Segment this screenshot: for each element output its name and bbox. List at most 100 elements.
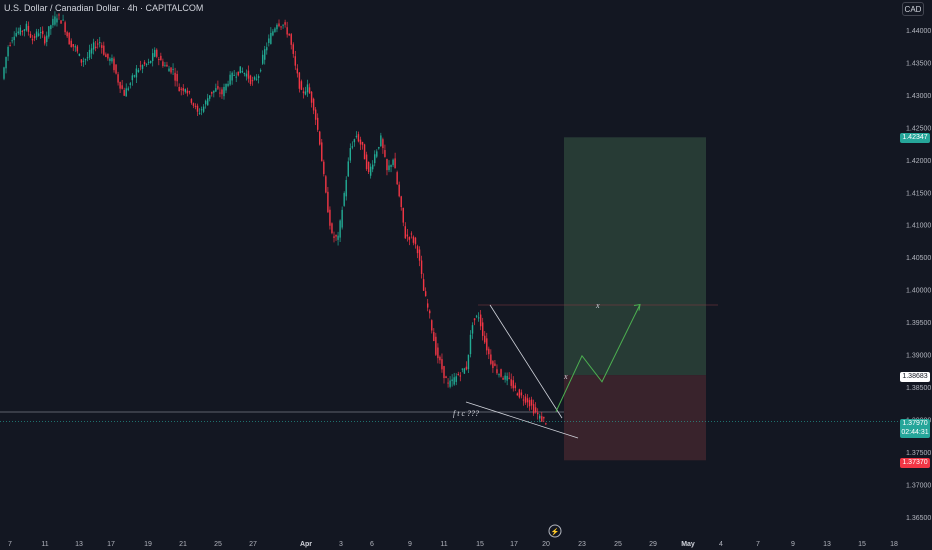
candle-body [416, 246, 419, 254]
time-axis[interactable]: 7 11 13 17 19 21 25 27 Apr 3 6 9 11 15 17 20 23 25 29 May 4 7… [8, 541, 898, 548]
candle-body [465, 366, 468, 370]
candle-body [374, 154, 376, 164]
y-tick-label: 1.43500 [906, 60, 931, 67]
candle-body [166, 64, 168, 67]
candle-body [143, 62, 146, 65]
candle-body [455, 376, 457, 382]
candle-body [15, 33, 17, 37]
candle-body [121, 85, 123, 89]
candle-body [294, 56, 297, 66]
y-tick-label: 1.40500 [906, 255, 931, 262]
candle-body [361, 141, 364, 145]
candle-body [524, 396, 527, 403]
forecast-path [555, 304, 641, 412]
candle-body [239, 66, 242, 74]
candle-body [5, 56, 7, 69]
candle-body [105, 54, 107, 58]
candle-body [488, 348, 490, 355]
candle-body [308, 87, 311, 94]
candle-body [321, 142, 323, 162]
wedge-upper-line [489, 304, 563, 419]
candle-body [92, 42, 95, 50]
candle-body [541, 416, 543, 422]
candle-body [396, 172, 398, 185]
candle-body [223, 86, 225, 97]
candle-body [494, 363, 496, 366]
candle-body [367, 161, 370, 173]
candle-body [376, 151, 378, 157]
y-tick-label: 1.39000 [906, 353, 931, 360]
candle-body [431, 320, 433, 331]
candle-body [380, 135, 382, 147]
candle-body [382, 139, 384, 149]
candle-body [141, 65, 144, 69]
x-tick-label: 25 [614, 541, 622, 548]
candle-body [408, 236, 411, 240]
candle-body [264, 49, 266, 60]
candle-body [369, 166, 372, 176]
candle-body [109, 58, 111, 62]
candle-body [471, 325, 474, 334]
candle-body [184, 89, 187, 92]
candle-body [534, 407, 537, 413]
stop-price-tag: 1.37370 [900, 458, 930, 468]
candle-body [119, 81, 121, 89]
candle-body [447, 382, 449, 384]
candle-body [172, 68, 174, 70]
candle-body [94, 46, 97, 49]
y-tick-label: 1.40000 [906, 288, 931, 295]
x-tick-label: 29 [649, 541, 657, 548]
candle-body [245, 73, 248, 77]
currency-button[interactable]: CAD [902, 2, 924, 16]
candle-body [304, 91, 307, 95]
candle-body [384, 150, 386, 157]
y-tick-label: 1.36500 [906, 515, 931, 522]
candle-body [504, 375, 506, 380]
candle-body [180, 88, 182, 90]
candle-body [233, 74, 235, 76]
candle-body [21, 30, 24, 32]
candle-body [27, 25, 30, 32]
y-tick-label: 1.41500 [906, 190, 931, 197]
candle-body [227, 83, 229, 86]
candle-body [127, 88, 129, 90]
pattern-label: f t c ??? [453, 409, 479, 418]
candle-body [520, 392, 523, 396]
candle-body [31, 38, 34, 41]
candle-body [512, 380, 514, 389]
candle-body [463, 368, 466, 374]
candle-body [469, 334, 472, 355]
candle-body [314, 109, 317, 120]
candle-body [115, 64, 117, 74]
candle-body [451, 379, 453, 382]
candle-body [198, 112, 201, 114]
candle-body [131, 75, 134, 81]
price-axis[interactable]: 1.44000 1.43500 1.43000 1.42500 1.42000 1.415… [906, 28, 931, 522]
candle-body [170, 67, 172, 73]
scroll-to-realtime-button[interactable]: ⚡ [548, 524, 562, 538]
candle-body [418, 249, 421, 261]
candle-body [331, 223, 333, 234]
candle-body [486, 338, 488, 351]
candle-body [508, 377, 510, 379]
x-tick-label: 18 [890, 541, 898, 548]
candle-body [231, 72, 233, 81]
candle-body [72, 44, 74, 47]
candle-body [111, 57, 113, 62]
candle-body [410, 233, 413, 235]
candle-body [433, 332, 435, 342]
candle-body [426, 303, 429, 308]
candle-body [211, 91, 213, 94]
candle-body [528, 400, 531, 407]
candle-body [158, 59, 160, 61]
candle-body [473, 318, 476, 321]
candle-body [54, 16, 56, 25]
candle-body [406, 234, 409, 237]
x-tick-label: 13 [75, 541, 83, 548]
candle-body [404, 226, 407, 239]
candle-body [107, 53, 109, 59]
candle-body [437, 347, 439, 359]
candle-body [412, 236, 415, 243]
candle-body [99, 42, 101, 44]
